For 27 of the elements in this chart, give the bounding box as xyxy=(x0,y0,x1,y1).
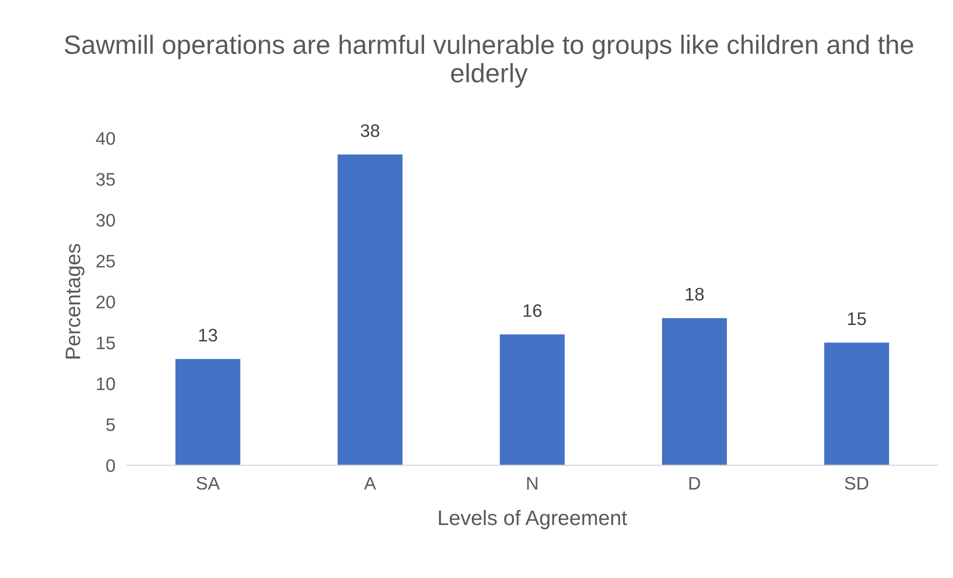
x-axis-title: Levels of Agreement xyxy=(439,510,628,530)
bar xyxy=(662,318,727,466)
data-label: 38 xyxy=(360,124,380,138)
data-label: 15 xyxy=(848,312,866,326)
y-tick-label: 10 xyxy=(96,377,115,390)
y-tick-label: 35 xyxy=(96,172,115,186)
x-tick-label: D xyxy=(689,477,700,490)
bar xyxy=(824,342,890,466)
x-tick-label: SA xyxy=(196,476,220,490)
bar xyxy=(338,154,402,466)
y-axis-title: Percentages xyxy=(66,244,84,358)
bar xyxy=(175,358,240,466)
y-tick-label: 25 xyxy=(96,254,115,268)
data-label: 16 xyxy=(524,304,542,317)
data-label: 18 xyxy=(686,288,704,301)
x-tick-label: SD xyxy=(844,476,868,490)
bar xyxy=(500,334,565,466)
y-tick-label: 5 xyxy=(106,418,115,432)
x-tick-label: A xyxy=(364,477,376,490)
y-tick-label: 30 xyxy=(96,214,115,227)
data-label: 13 xyxy=(199,328,218,342)
y-tick-label: 40 xyxy=(96,132,115,145)
y-tick-label: 15 xyxy=(96,336,115,350)
y-tick-label: 0 xyxy=(106,459,115,472)
y-tick-label: 20 xyxy=(96,296,115,308)
chart-title: Sawmill operations are harmful vulnerable to groups like children and the elderly xyxy=(64,34,914,88)
x-tick-label: N xyxy=(527,477,538,490)
